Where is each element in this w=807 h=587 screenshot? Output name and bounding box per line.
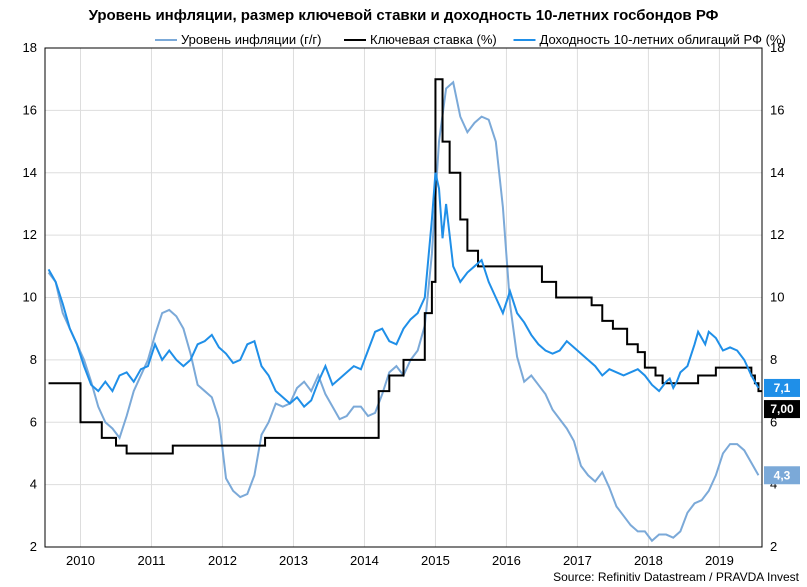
- y-tick-left: 16: [23, 102, 37, 117]
- y-tick-right: 10: [770, 290, 784, 305]
- chart-bg: [0, 0, 807, 587]
- x-tick: 2015: [421, 553, 450, 568]
- y-tick-left: 6: [30, 414, 37, 429]
- x-tick: 2013: [279, 553, 308, 568]
- source-text: Source: Refinitiv Datastream / PRAVDA In…: [553, 570, 800, 584]
- y-tick-left: 12: [23, 227, 37, 242]
- end-label-bond_yield: 7,1: [774, 381, 791, 395]
- chart-svg: 2244668810101212141416161818201020112012…: [0, 0, 807, 587]
- y-tick-left: 4: [30, 477, 37, 492]
- y-tick-left: 8: [30, 352, 37, 367]
- y-tick-right: 16: [770, 102, 784, 117]
- y-tick-left: 2: [30, 539, 37, 554]
- y-tick-left: 18: [23, 40, 37, 55]
- x-tick: 2019: [705, 553, 734, 568]
- legend-label: Доходность 10-летних облигаций РФ (%): [540, 32, 786, 47]
- end-label-key_rate: 7,00: [770, 402, 794, 416]
- x-tick: 2012: [208, 553, 237, 568]
- x-tick: 2014: [350, 553, 379, 568]
- end-label-inflation: 4,3: [774, 468, 791, 482]
- x-tick: 2011: [138, 553, 166, 568]
- x-tick: 2018: [634, 553, 663, 568]
- x-tick: 2010: [66, 553, 95, 568]
- legend-label: Ключевая ставка (%): [370, 32, 497, 47]
- y-tick-left: 14: [23, 165, 37, 180]
- y-tick-left: 10: [23, 290, 37, 305]
- y-tick-right: 8: [770, 352, 777, 367]
- legend-label: Уровень инфляции (г/г): [181, 32, 322, 47]
- y-tick-right: 2: [770, 539, 777, 554]
- x-tick: 2016: [492, 553, 521, 568]
- y-tick-right: 14: [770, 165, 784, 180]
- y-tick-right: 12: [770, 227, 784, 242]
- chart-container: 2244668810101212141416161818201020112012…: [0, 0, 807, 587]
- x-tick: 2017: [563, 553, 592, 568]
- chart-title: Уровень инфляции, размер ключевой ставки…: [89, 7, 719, 24]
